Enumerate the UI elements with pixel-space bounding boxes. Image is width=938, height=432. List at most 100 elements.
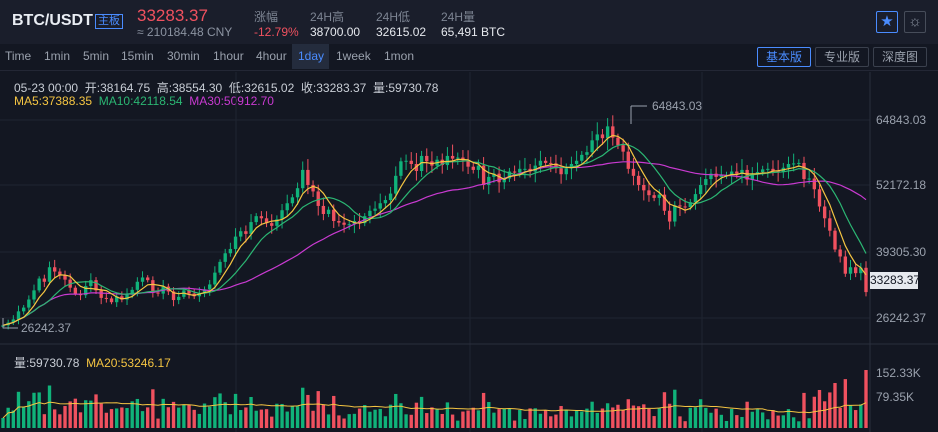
volume-bar bbox=[425, 413, 429, 428]
volume-bar bbox=[528, 408, 532, 428]
candle-body bbox=[332, 209, 336, 221]
basic-view-button[interactable]: 基本版 bbox=[757, 47, 811, 67]
tab-30min[interactable]: 30min bbox=[167, 49, 200, 63]
candle-body bbox=[208, 284, 212, 290]
candle-body bbox=[202, 289, 207, 294]
volume-bar bbox=[776, 415, 780, 428]
volume-bar bbox=[611, 407, 615, 428]
volume-bar bbox=[843, 379, 848, 428]
candle-body bbox=[507, 171, 512, 179]
depth-view-button[interactable]: 深度图 bbox=[873, 47, 927, 67]
pair-name[interactable]: BTC/USDT bbox=[12, 12, 93, 29]
volume-bar bbox=[828, 392, 832, 428]
candle-body bbox=[735, 171, 739, 174]
volume-bar bbox=[140, 411, 145, 428]
volume-bar bbox=[332, 395, 336, 428]
candle-body bbox=[683, 206, 687, 208]
cny-price: ≈ 210184.48 CNY bbox=[137, 25, 233, 39]
high-annotation: 64843.03 bbox=[652, 99, 703, 113]
volume-bar bbox=[859, 404, 863, 428]
candle-body bbox=[399, 161, 403, 176]
volume-bar bbox=[414, 402, 419, 428]
candle-body bbox=[600, 134, 605, 139]
candle-body bbox=[115, 296, 119, 303]
volume-bar bbox=[326, 414, 331, 428]
last-price: 33283.37 bbox=[137, 6, 208, 25]
volume-bar bbox=[595, 412, 599, 428]
tab-1week[interactable]: 1week bbox=[336, 49, 371, 63]
tab-1day[interactable]: 1day bbox=[298, 49, 325, 63]
candle-body bbox=[673, 205, 677, 222]
volume-bar bbox=[11, 410, 16, 428]
candle-body bbox=[321, 205, 326, 215]
ma30-line bbox=[2, 161, 867, 326]
candle-body bbox=[466, 160, 470, 167]
candle-body bbox=[704, 179, 708, 185]
volume-bar bbox=[678, 416, 682, 428]
candle-body bbox=[667, 210, 672, 222]
candle-body bbox=[233, 236, 238, 249]
candle-body bbox=[337, 221, 341, 223]
candle-body bbox=[543, 160, 548, 163]
star-icon[interactable]: ★ bbox=[876, 11, 898, 33]
sun-icon[interactable]: ☼ bbox=[904, 11, 926, 33]
volume-axis-label: 79.35K bbox=[876, 390, 915, 404]
volume-bar bbox=[590, 401, 594, 428]
pro-view-button[interactable]: 专业版 bbox=[815, 47, 869, 67]
volume-bar bbox=[585, 408, 589, 428]
candle-body bbox=[156, 292, 160, 294]
tab-1mon[interactable]: 1mon bbox=[384, 49, 415, 63]
candle-body bbox=[595, 134, 599, 141]
volume-bar bbox=[27, 401, 31, 428]
candle-body bbox=[719, 175, 723, 177]
candle-body bbox=[791, 163, 796, 165]
volume-bar bbox=[42, 414, 47, 428]
volume-bar bbox=[171, 401, 176, 428]
volume-bar bbox=[807, 418, 811, 428]
volume-bar bbox=[812, 396, 817, 428]
tab-4hour[interactable]: 4hour bbox=[256, 49, 287, 63]
tab-1min[interactable]: 1min bbox=[44, 49, 71, 63]
candle-body bbox=[89, 280, 93, 287]
candle-body bbox=[37, 278, 41, 291]
tab-15min[interactable]: 15min bbox=[121, 49, 154, 63]
volume-bar bbox=[151, 389, 155, 428]
volume-bar bbox=[58, 414, 62, 428]
tab-time[interactable]: Time bbox=[5, 49, 32, 63]
volume-bar bbox=[492, 412, 496, 428]
tab-5min[interactable]: 5min bbox=[83, 49, 110, 63]
volume-bar bbox=[714, 408, 718, 428]
candle-body bbox=[585, 152, 589, 155]
candle-body bbox=[662, 194, 667, 211]
price-axis-label: 52172.18 bbox=[876, 178, 927, 192]
volume-bar bbox=[187, 404, 191, 428]
candle-body bbox=[419, 155, 424, 171]
candle-body bbox=[487, 176, 491, 185]
volume-bar bbox=[47, 385, 52, 428]
volume-bar bbox=[822, 401, 827, 428]
volume-bar bbox=[673, 389, 677, 428]
volume-bar bbox=[213, 397, 217, 428]
volume-bar bbox=[192, 409, 196, 428]
volume-bar bbox=[89, 400, 93, 428]
candle-body bbox=[833, 230, 837, 250]
candle-body bbox=[368, 210, 372, 217]
volume-bar bbox=[564, 410, 568, 428]
candle-body bbox=[301, 169, 305, 189]
volume-bar bbox=[182, 404, 186, 428]
candle-body bbox=[786, 163, 791, 168]
volume-bar bbox=[115, 408, 119, 428]
volume-bar bbox=[135, 398, 140, 428]
top-header bbox=[0, 0, 938, 44]
volume-bar bbox=[729, 408, 734, 428]
volume-info: 量:59730.78 MA20:53246.17 bbox=[14, 354, 171, 371]
volume-bar bbox=[342, 418, 346, 428]
tab-1hour[interactable]: 1hour bbox=[213, 49, 244, 63]
volume-bar bbox=[853, 410, 858, 428]
volume-bar bbox=[574, 410, 579, 428]
volume-bar bbox=[63, 406, 67, 428]
candle-body bbox=[549, 162, 553, 164]
volume-bar bbox=[683, 421, 687, 428]
volume-bar bbox=[239, 410, 243, 428]
